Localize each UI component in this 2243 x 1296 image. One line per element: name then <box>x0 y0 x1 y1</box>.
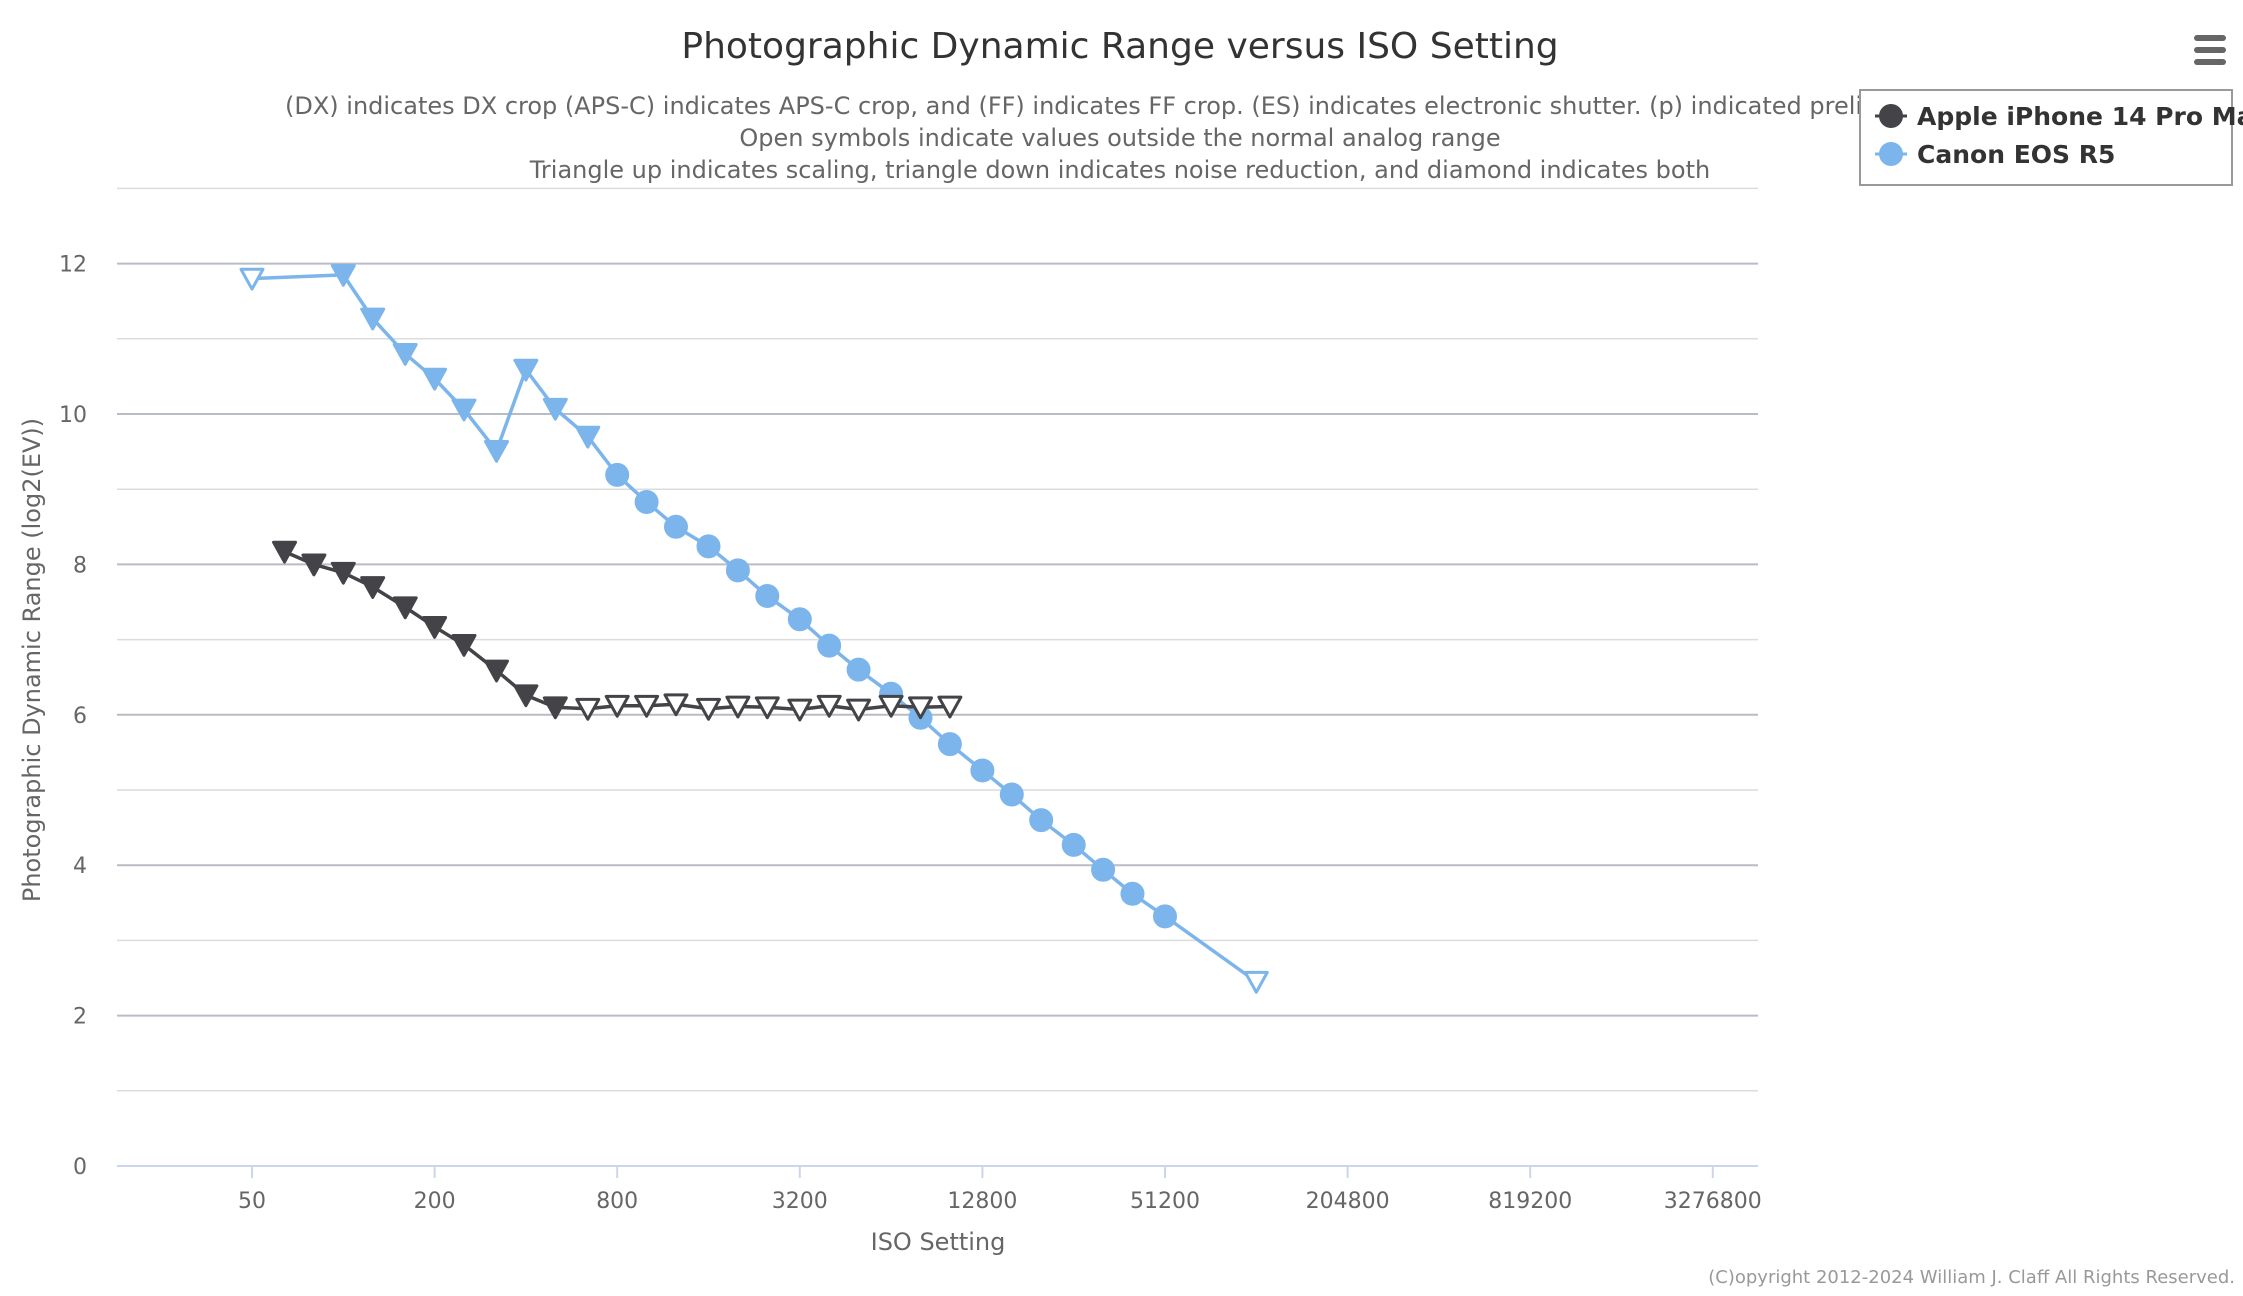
x-tick-label: 204800 <box>1306 1189 1390 1214</box>
data-point-canon[interactable] <box>725 558 750 583</box>
data-point-canon[interactable] <box>1029 808 1054 833</box>
data-point-apple[interactable] <box>392 596 418 620</box>
y-axis-title: Photographic Dynamic Range (log2(EV)) <box>18 418 46 902</box>
data-point-canon[interactable] <box>605 462 630 487</box>
y-tick-label: 8 <box>73 553 87 578</box>
data-point-apple[interactable] <box>937 695 963 719</box>
data-point-apple[interactable] <box>513 684 539 708</box>
data-point-apple[interactable] <box>604 694 630 718</box>
x-tick-label: 50 <box>238 1189 266 1214</box>
data-point-canon[interactable] <box>787 607 812 632</box>
data-point-canon[interactable] <box>634 489 659 514</box>
x-tick-label: 3276800 <box>1664 1189 1762 1214</box>
data-point-canon[interactable] <box>1120 881 1145 906</box>
data-point-apple[interactable] <box>878 694 904 718</box>
data-point-canon[interactable] <box>542 397 568 421</box>
data-point-canon[interactable] <box>1091 857 1116 882</box>
data-point-apple[interactable] <box>422 615 448 639</box>
data-point-canon[interactable] <box>970 758 995 783</box>
hamburger-menu-icon[interactable] <box>2190 30 2230 70</box>
data-point-apple[interactable] <box>272 540 298 564</box>
data-point-canon[interactable] <box>422 367 448 391</box>
data-point-canon[interactable] <box>451 398 477 422</box>
menu-bar-bottom <box>2194 59 2226 65</box>
data-point-apple[interactable] <box>907 696 933 720</box>
x-tick-label: 819200 <box>1488 1189 1572 1214</box>
plot-area <box>239 264 1269 994</box>
data-point-canon[interactable] <box>575 425 601 449</box>
axes: 0 2 4 6 8 10 12 50 200 800 3200 12800 51200 204800 819… <box>59 253 1762 1214</box>
data-point-apple[interactable] <box>360 576 386 599</box>
legend: Apple iPhone 14 Pro Max Canon EOS R5 <box>1859 89 2243 186</box>
x-tick-label: 3200 <box>772 1189 828 1214</box>
chart-subtitle-line-3: Triangle up indicates scaling, triangle … <box>529 156 1710 184</box>
data-point-canon[interactable] <box>663 514 688 539</box>
chart-title: Photographic Dynamic Range versus ISO Se… <box>681 26 1558 67</box>
menu-bar-middle <box>2194 47 2226 53</box>
data-point-apple[interactable] <box>484 659 510 683</box>
y-tick-label: 2 <box>73 1005 87 1030</box>
x-tick-label: 12800 <box>947 1189 1017 1214</box>
data-point-canon[interactable] <box>755 583 780 608</box>
chart-subtitle-line-1: (DX) indicates DX crop (APS-C) indicates… <box>285 92 1922 120</box>
x-tick-label: 800 <box>596 1189 638 1214</box>
data-point-canon[interactable] <box>360 307 386 331</box>
data-point-canon[interactable] <box>846 657 871 682</box>
data-point-canon[interactable] <box>1153 904 1177 929</box>
data-point-canon[interactable] <box>484 439 510 463</box>
legend-label-canon: Canon EOS R5 <box>1917 140 2115 169</box>
menu-bar-top <box>2194 35 2226 41</box>
x-axis-title: ISO Setting <box>871 1228 1006 1256</box>
legend-item-canon[interactable]: Canon EOS R5 <box>1875 140 2115 169</box>
legend-marker-apple <box>1879 104 1903 128</box>
data-point-apple[interactable] <box>301 553 327 577</box>
credits[interactable]: (C)opyright 2012-2024 William J. Claff A… <box>1708 1267 2235 1288</box>
data-point-canon[interactable] <box>696 534 721 559</box>
y-tick-label: 0 <box>73 1155 87 1180</box>
legend-box <box>1859 89 2233 186</box>
data-point-canon[interactable] <box>1061 832 1086 857</box>
data-point-canon[interactable] <box>330 264 356 287</box>
y-tick-label: 10 <box>59 403 87 428</box>
data-point-apple[interactable] <box>330 561 356 585</box>
data-point-apple[interactable] <box>725 695 751 719</box>
data-point-apple[interactable] <box>696 697 721 721</box>
y-tick-label: 12 <box>59 253 87 278</box>
data-point-canon[interactable] <box>1243 970 1269 994</box>
data-point-apple[interactable] <box>451 634 477 657</box>
x-tick-label: 200 <box>414 1189 456 1214</box>
data-point-canon[interactable] <box>817 633 842 658</box>
x-tick-label: 51200 <box>1130 1189 1200 1214</box>
data-point-apple[interactable] <box>575 697 601 721</box>
data-point-apple[interactable] <box>846 698 872 722</box>
data-point-apple[interactable] <box>634 694 660 718</box>
data-point-canon[interactable] <box>999 782 1024 807</box>
legend-marker-canon <box>1879 142 1903 166</box>
y-tick-label: 6 <box>73 704 87 729</box>
legend-label-apple: Apple iPhone 14 Pro Max <box>1917 102 2243 131</box>
data-point-canon[interactable] <box>513 358 539 382</box>
data-point-apple[interactable] <box>754 696 780 720</box>
data-point-apple[interactable] <box>542 696 568 720</box>
data-point-apple[interactable] <box>787 698 813 722</box>
data-point-canon[interactable] <box>392 342 418 366</box>
data-point-canon[interactable] <box>239 267 265 291</box>
data-point-apple[interactable] <box>663 693 689 717</box>
y-tick-label: 4 <box>73 854 87 879</box>
data-point-canon[interactable] <box>937 732 962 757</box>
legend-item-apple[interactable]: Apple iPhone 14 Pro Max <box>1875 102 2243 131</box>
data-point-apple[interactable] <box>816 694 842 718</box>
chart-subtitle-line-2: Open symbols indicate values outside the… <box>739 124 1500 152</box>
